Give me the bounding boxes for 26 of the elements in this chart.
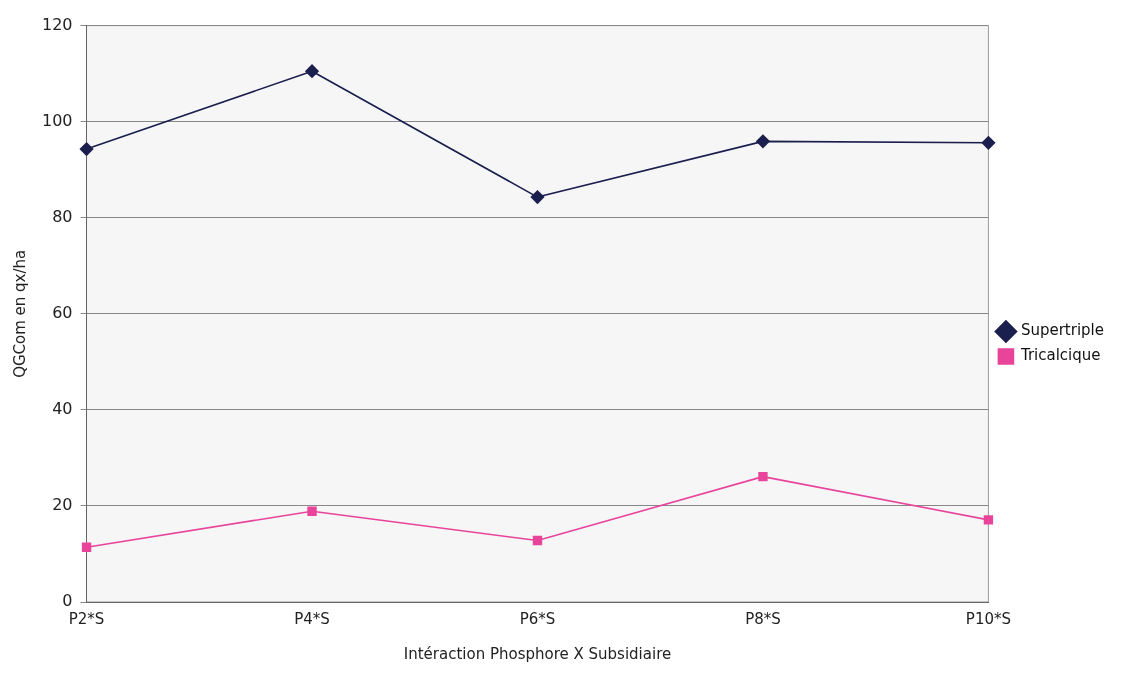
point (305, 64, 319, 79)
legend-label: Tricalcique (1019, 346, 1101, 365)
y-tick-label: 40 (52, 399, 73, 419)
point (81, 542, 92, 552)
x-tick-label: P4*S (294, 609, 330, 628)
y-tick-label: 80 (52, 206, 73, 226)
point (79, 142, 94, 156)
y-tick-label: 120 (41, 14, 73, 34)
x-tick-label: P6*S (519, 609, 556, 628)
point (530, 190, 545, 204)
y-tick-label: 0 (62, 591, 73, 611)
point (981, 136, 996, 150)
point (758, 471, 768, 482)
point (532, 535, 543, 546)
y-axis-title: QGCom en qx/ha (10, 249, 29, 378)
y-tick-label: 100 (41, 110, 73, 130)
point (307, 506, 317, 516)
point (756, 134, 770, 149)
point (983, 515, 994, 525)
x-tick-label: P8*S (745, 609, 781, 628)
y-tick-label: 60 (52, 302, 73, 322)
x-tick-label: P10*S (965, 609, 1011, 628)
x-axis-title: Intéraction Phosphore X Subsidiaire (403, 644, 672, 663)
y-tick-label: 20 (52, 495, 73, 515)
x-tick-label: P2*S (68, 609, 105, 628)
legend-label: Supertriple (1020, 321, 1105, 340)
